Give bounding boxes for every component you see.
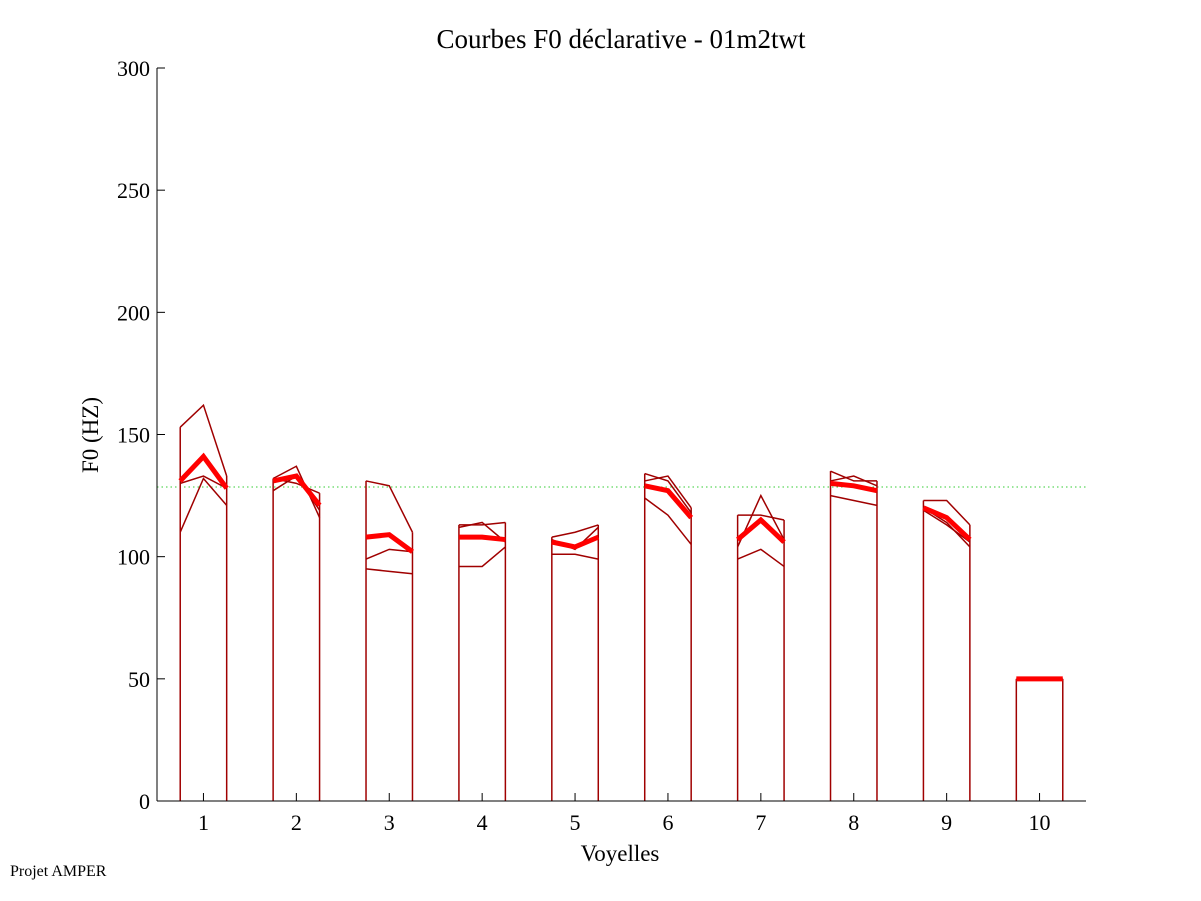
vowel-8-curve-3 [830, 475, 878, 487]
x-tick-label-1: 1 [198, 810, 209, 835]
y-tick-label-200: 200 [117, 300, 150, 325]
vowel-6-mean-curve [644, 483, 694, 520]
vowel-9-curve-1 [923, 499, 971, 526]
y-tick-label-100: 100 [117, 545, 150, 570]
vowel-3-curve-3 [365, 568, 413, 575]
x-tick-label-7: 7 [755, 810, 766, 835]
vowel-4-mean-curve [458, 534, 506, 543]
x-tick-label-5: 5 [570, 810, 581, 835]
vowel-4-curve-2 [458, 546, 506, 568]
vowel-2-mean-curve [272, 473, 322, 507]
vowel-6-curve-2 [644, 497, 692, 545]
vowel-5-curve-2 [551, 553, 599, 560]
y-axis-title: F0 (HZ) [78, 397, 103, 473]
vowel-8-curve-2 [830, 494, 878, 507]
vowel-7-curve-2 [737, 548, 785, 568]
x-tick-label-8: 8 [848, 810, 859, 835]
x-tick-label-4: 4 [477, 810, 488, 835]
y-tick-label-50: 50 [128, 667, 150, 692]
vowel-5-mean-curve [551, 534, 600, 550]
y-tick-label-250: 250 [117, 178, 150, 203]
y-tick-label-150: 150 [117, 423, 150, 448]
footer-note: Projet AMPER [10, 863, 107, 880]
y-tick-label-0: 0 [139, 789, 150, 814]
x-axis-title: Voyelles [581, 841, 660, 866]
vowel-9-mean-curve [922, 505, 972, 542]
vowel-6-curve-1 [644, 472, 692, 514]
vowel-1-mean-curve [178, 452, 229, 490]
vowel-4-curve-1 [458, 521, 506, 526]
x-tick-label-10: 10 [1029, 810, 1051, 835]
vowel-4-curve-3 [458, 521, 506, 543]
chart-title: Courbes F0 déclarative - 01m2twt [437, 24, 806, 54]
vowel-3-mean-curve [365, 532, 414, 554]
x-tick-label-2: 2 [291, 810, 302, 835]
vowel-1-curve-3 [179, 477, 228, 533]
vowel-8-mean-curve [830, 480, 878, 494]
vowel-3-curve-1 [365, 480, 414, 533]
vowel-1-curve-1 [179, 403, 228, 477]
vowel-1-curve-2 [179, 475, 228, 489]
axes: 0 50 100 150 200 250 300 1 2 3 4 5 6 7 8 9 10 [117, 56, 1086, 835]
vowel-8-curve-1 [830, 470, 877, 482]
x-tick-label-3: 3 [384, 810, 395, 835]
vowel-7-mean-curve [736, 516, 786, 544]
vowel-9-curve-2 [923, 509, 971, 543]
vowel-2-curve-1 [272, 465, 321, 518]
vowel-5-curve-1 [551, 524, 599, 538]
vowel-6-curve-3 [644, 475, 692, 509]
x-tick-label-6: 6 [662, 810, 673, 835]
y-tick-label-300: 300 [117, 56, 150, 81]
vowel-9-curve-3 [923, 507, 971, 548]
plot-area [157, 403, 1086, 801]
x-tick-label-9: 9 [941, 810, 952, 835]
vowel-7-curve-1 [737, 514, 785, 521]
vowel-3-curve-2 [365, 548, 413, 560]
